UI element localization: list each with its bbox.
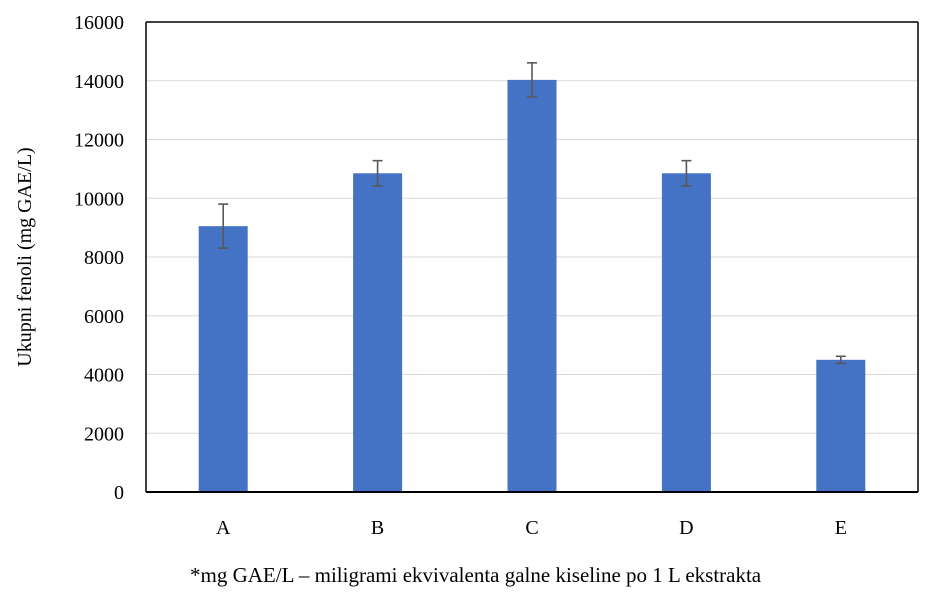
error-bar-E bbox=[835, 355, 846, 365]
error-bar-C bbox=[527, 62, 537, 98]
bars bbox=[198, 79, 866, 493]
x-tick-label: D bbox=[679, 517, 693, 539]
x-axis-ticks: A B C D E bbox=[216, 517, 847, 539]
error-bar-A bbox=[218, 203, 229, 249]
error-bar-D bbox=[681, 159, 692, 187]
bar-E bbox=[816, 359, 866, 492]
x-tick-label: C bbox=[525, 517, 538, 539]
bar-chart: 0 2000 4000 6000 8000 10000 12000 14000 16000 A B… bbox=[14, 12, 919, 539]
bar-A bbox=[198, 226, 248, 492]
y-tick-label: 10000 bbox=[74, 188, 124, 210]
error-bars bbox=[218, 62, 846, 365]
y-tick-label: 0 bbox=[114, 482, 124, 504]
y-tick-label: 14000 bbox=[74, 71, 124, 93]
y-axis-ticks: 0 2000 4000 6000 8000 10000 12000 14000 16000 bbox=[74, 12, 124, 504]
y-tick-label: 6000 bbox=[84, 306, 124, 328]
y-tick-label: 12000 bbox=[74, 130, 124, 152]
bar-D bbox=[661, 173, 711, 492]
x-tick-label: B bbox=[371, 517, 384, 539]
bar-B bbox=[353, 173, 403, 492]
y-tick-label: 4000 bbox=[84, 365, 124, 387]
y-tick-label: 2000 bbox=[84, 423, 124, 445]
x-tick-label: A bbox=[216, 517, 231, 539]
bar-C bbox=[507, 79, 557, 493]
y-tick-label: 8000 bbox=[84, 247, 124, 269]
error-bar-B bbox=[372, 159, 383, 187]
y-axis-label: Ukupni fenoli (mg GAE/L) bbox=[14, 147, 36, 366]
x-tick-label: E bbox=[835, 517, 847, 539]
footnote: *mg GAE/L – miligrami ekvivalenta galne … bbox=[190, 563, 762, 587]
y-tick-label: 16000 bbox=[74, 12, 124, 34]
